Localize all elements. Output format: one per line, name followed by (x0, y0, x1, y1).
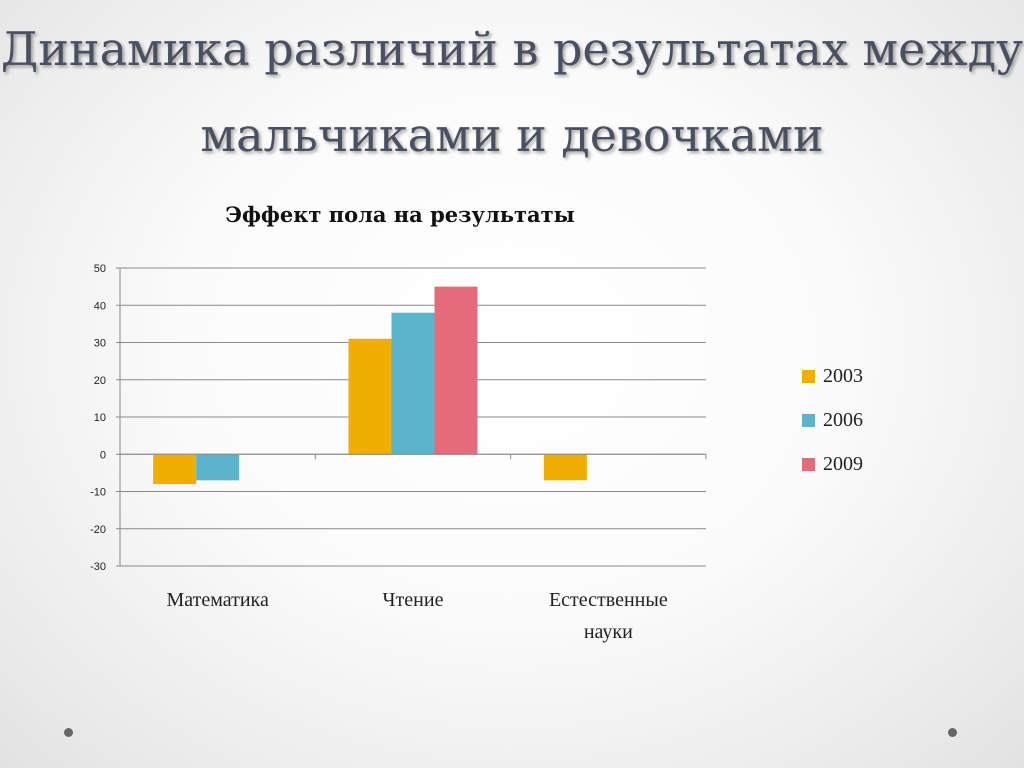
legend-item-2006: 2006 (802, 398, 863, 442)
bar-2006-0 (196, 454, 240, 481)
bar-2003-2 (543, 454, 587, 481)
category-label: Математика (166, 589, 268, 611)
legend-item-2009: 2009 (802, 442, 863, 486)
legend-label-2006: 2006 (823, 408, 863, 431)
y-tick-label: 20 (94, 375, 106, 387)
y-tick-label: 40 (94, 300, 106, 312)
y-tick-label: 30 (94, 338, 106, 350)
y-tick-label: -30 (90, 561, 106, 573)
category-label: Чтение (383, 589, 444, 611)
legend-item-2003: 2003 (802, 354, 863, 398)
category-label: Естественные (549, 589, 668, 611)
y-tick-label: 0 (100, 449, 106, 461)
bar-2006-1 (391, 312, 435, 455)
legend-label-2009: 2009 (823, 452, 863, 475)
decorative-dot-left (64, 728, 73, 737)
y-tick-label: -10 (90, 487, 106, 499)
legend-label-2003: 2003 (823, 364, 863, 387)
bar-2003-0 (153, 454, 197, 485)
category-label: науки (584, 621, 633, 643)
slide-title: Динамика различий в результатах между ма… (0, 6, 1024, 178)
chart-title: Эффект пола на результаты (225, 202, 575, 227)
bar-2009-1 (434, 286, 478, 455)
legend-swatch-2009 (802, 457, 815, 471)
slide-title-line-2: мальчиками и девочками (200, 108, 824, 162)
slide-title-line-1: Динамика различий в результатах между (0, 22, 1024, 76)
legend-swatch-2006 (802, 413, 815, 427)
y-tick-label: 50 (94, 263, 106, 275)
y-tick-label: 10 (94, 412, 106, 424)
bar-2003-1 (348, 338, 392, 455)
legend-swatch-2003 (802, 369, 815, 383)
y-tick-label: -20 (90, 524, 106, 536)
legend: 2003 2006 2009 (802, 354, 863, 486)
decorative-dot-right (948, 728, 957, 737)
